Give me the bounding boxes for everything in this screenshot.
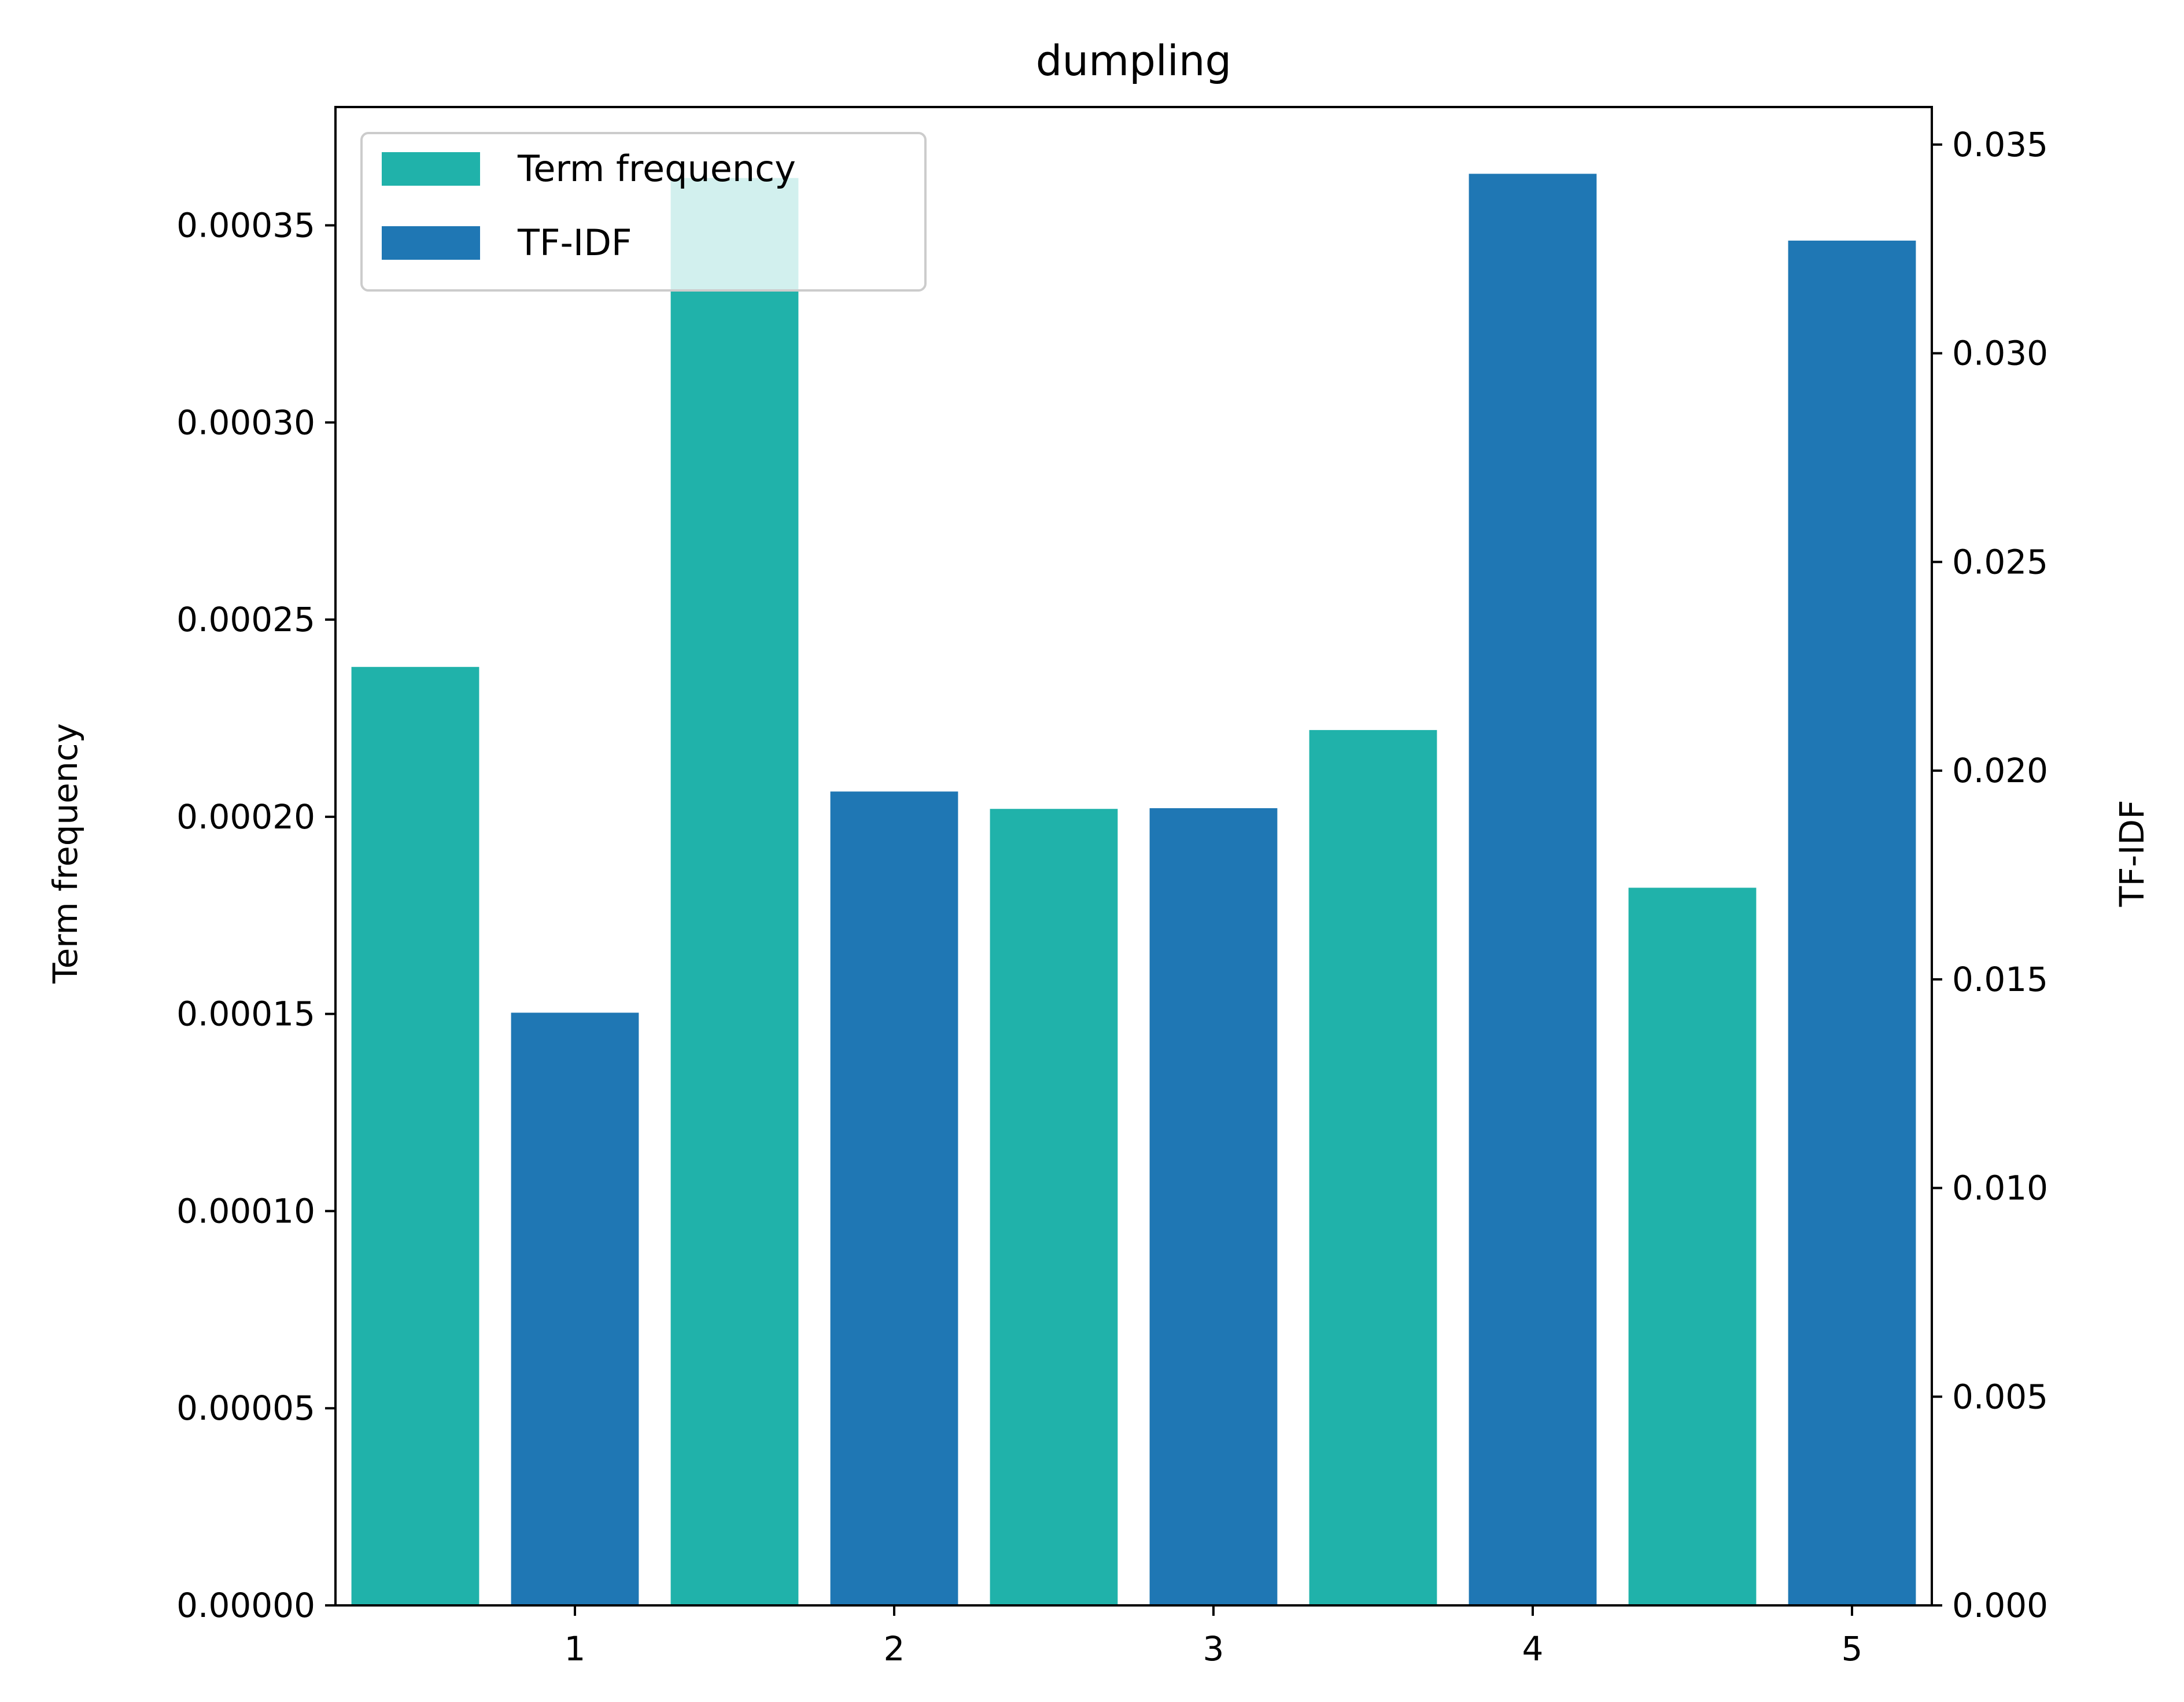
y-tick-label-left: 0.00030 <box>176 403 315 442</box>
y-tick-label-right: 0.020 <box>1952 751 2048 790</box>
y-tick-label-right: 0.025 <box>1952 542 2048 581</box>
x-tick-label: 1 <box>565 1629 586 1668</box>
x-tick-label: 4 <box>1522 1629 1544 1668</box>
legend-label-term-frequency: Term frequency <box>517 148 796 190</box>
y-tick-label-left: 0.00025 <box>176 600 315 639</box>
chart-title: dumpling <box>1036 36 1232 85</box>
y-tick-label-right: 0.000 <box>1952 1586 2048 1625</box>
x-tick-label: 3 <box>1203 1629 1224 1668</box>
bar-tf-idf-4 <box>1469 174 1597 1606</box>
bar-tf-idf-2 <box>830 791 958 1605</box>
y-tick-label-right: 0.010 <box>1952 1169 2048 1208</box>
y-tick-label-left: 0.00035 <box>176 205 315 245</box>
legend-label-tf-idf: TF-IDF <box>517 222 632 264</box>
legend-swatch-tf-idf <box>382 226 480 260</box>
bar-tf-idf-1 <box>511 1012 639 1605</box>
plot-frame <box>334 106 1933 1607</box>
y-tick-label-left: 0.00020 <box>176 797 315 837</box>
y-axis-label-left: Term frequency <box>46 723 85 984</box>
bar-term-frequency-5 <box>1628 887 1757 1605</box>
bar-tf-idf-5 <box>1788 240 1916 1606</box>
y-axis-label-right: TF-IDF <box>2112 800 2152 908</box>
x-tick-label: 2 <box>884 1629 905 1668</box>
legend-box <box>360 132 927 292</box>
y-tick-label-right: 0.005 <box>1952 1377 2048 1416</box>
y-tick-label-right: 0.030 <box>1952 334 2048 373</box>
y-tick-label-left: 0.00005 <box>176 1388 315 1428</box>
bar-term-frequency-3 <box>990 809 1118 1605</box>
legend-items: Term frequency TF-IDF <box>382 148 796 264</box>
bar-term-frequency-1 <box>351 666 479 1605</box>
bar-tf-idf-3 <box>1149 808 1278 1605</box>
legend-swatch-term-frequency <box>382 152 480 186</box>
x-tick-label: 5 <box>1842 1629 1863 1668</box>
y-tick-label-left: 0.00015 <box>176 994 315 1034</box>
y-tick-label-right: 0.015 <box>1952 960 2048 999</box>
bars-layer <box>351 174 1916 1606</box>
bar-term-frequency-2 <box>670 178 799 1606</box>
bar-term-frequency-4 <box>1309 730 1437 1605</box>
y-tick-label-left: 0.00010 <box>176 1191 315 1231</box>
ticks-layer: 1 2 3 4 5 0.00000 0.00005 0.00010 0.00015 0.00020… <box>176 125 2048 1668</box>
legend: Term frequency TF-IDF <box>360 132 927 292</box>
y-tick-label-right: 0.035 <box>1952 125 2048 164</box>
y-tick-label-left: 0.00000 <box>176 1586 315 1625</box>
